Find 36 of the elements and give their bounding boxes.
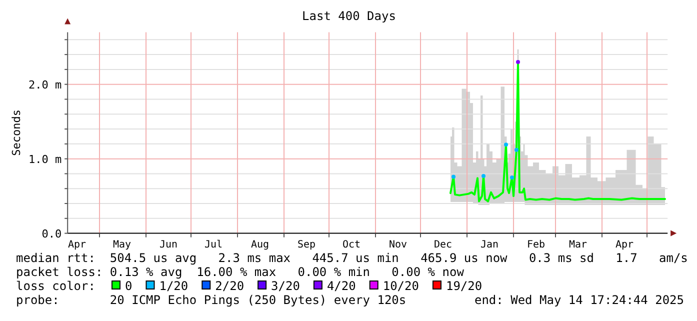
y-tick-label: 0.0 (42, 227, 62, 240)
legend-label: 19/20 (446, 279, 482, 293)
legend-label: 10/20 (382, 279, 419, 293)
legend-title: loss color: (16, 279, 96, 293)
x-tick-label: Nov (388, 239, 408, 250)
x-tick-label: Apr (615, 239, 634, 250)
chart-title: Last 400 Days (302, 9, 396, 23)
y-tick-label: 1.0 m (28, 152, 62, 166)
x-tick-label: Apr (68, 239, 86, 250)
legend-label: 3/20 (271, 279, 300, 293)
legend-label: 0 (125, 279, 132, 293)
legend-label: 4/20 (326, 279, 356, 293)
x-tick-label: Mar (568, 239, 588, 250)
x-tick-label: Jun (159, 239, 178, 250)
x-tick-label: Jul (204, 239, 223, 250)
text: probe: 20 ICMP Echo Pings (250 Bytes) every 120s (16, 293, 406, 307)
legend-label: 1/20 (159, 279, 188, 293)
y-axis-title: Seconds (10, 110, 23, 156)
text: packet loss: 0.13 % avg 16.00 % max 0.00 % min 0.00 % now (16, 265, 465, 279)
point (516, 60, 520, 64)
text: median rtt: 504.5 us avg 2.3 ms max 445.7 us min 465.9 us now 0.3 ms sd 1.7 am/s (16, 251, 688, 265)
x-tick-label: Aug (250, 239, 270, 250)
point (482, 174, 486, 178)
x-tick-label: May (112, 239, 132, 250)
y-tick-label: 2.0 m (28, 78, 62, 92)
x-tick-label: Dec (434, 239, 452, 250)
x-tick-label: Oct (342, 239, 361, 250)
text: end: Wed May 14 17:24:44 2025 (474, 293, 684, 307)
x-tick-label: Feb (526, 239, 546, 250)
x-tick-label: Jan (480, 239, 499, 250)
legend-label: 2/20 (215, 279, 244, 293)
point (504, 142, 508, 147)
point (514, 148, 519, 152)
point (452, 174, 456, 179)
point (510, 175, 514, 180)
x-tick-label: Sep (297, 239, 316, 250)
